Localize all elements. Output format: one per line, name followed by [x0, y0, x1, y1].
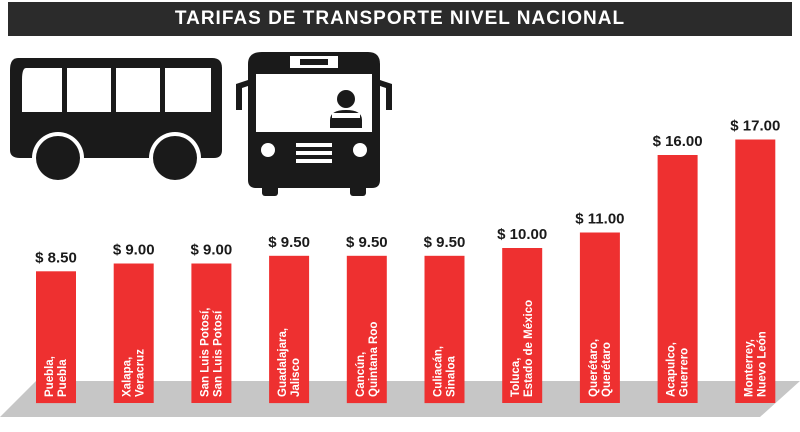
category-label-1: Xalapa,Veracruz — [122, 349, 147, 397]
value-label-1: $ 9.00 — [113, 242, 155, 259]
category-label-line: San Luis Potosí, — [199, 308, 211, 397]
category-label-line: Guadalajara, — [277, 328, 289, 397]
category-label-line: Culiacán, — [433, 346, 445, 397]
category-label-line: Guerrero — [679, 348, 691, 397]
category-label-line: Quintana Roo — [368, 322, 380, 397]
category-label-8: Acapulco,Guerrero — [666, 342, 691, 397]
category-label-9: Monterrey,Nuevo León — [743, 331, 768, 397]
category-label-line: Nuevo León — [756, 331, 768, 397]
value-label-7: $ 11.00 — [575, 211, 624, 228]
category-label-line: Monterrey, — [743, 339, 755, 397]
category-label-3: Guadalajara,Jalisco — [277, 328, 302, 397]
category-label-line: Puebla — [57, 359, 69, 397]
category-label-7: Querétaro,Querétaro — [588, 339, 613, 397]
category-label-6: Toluca,Estado de México — [510, 300, 535, 397]
category-label-line: Querétaro, — [588, 339, 600, 397]
bar-9 — [735, 139, 776, 403]
category-label-line: Jalisco — [290, 358, 302, 397]
category-label-5: Culiacán,Sinaloa — [433, 346, 458, 397]
category-label-line: San Luis Potosí — [212, 310, 224, 397]
category-label-line: Xalapa, — [122, 357, 134, 397]
bar-2 — [191, 263, 232, 403]
bus-side-icon — [10, 58, 222, 184]
category-label-line: Veracruz — [135, 349, 147, 397]
chart-title: TARIFAS DE TRANSPORTE NIVEL NACIONAL — [174, 8, 626, 29]
title-bar: TARIFAS DE TRANSPORTE NIVEL NACIONAL — [8, 2, 792, 36]
bar-1 — [113, 263, 154, 403]
category-label-line: Sinaloa — [446, 355, 458, 397]
value-label-0: $ 8.50 — [35, 249, 77, 266]
category-label-line: Cancún, — [355, 352, 367, 397]
value-label-4: $ 9.50 — [346, 234, 388, 251]
category-label-line: Toluca, — [510, 358, 522, 397]
category-label-4: Cancún,Quintana Roo — [355, 322, 380, 397]
bar-3 — [269, 255, 310, 404]
category-label-line: Acapulco, — [666, 342, 678, 397]
bar-6 — [502, 248, 543, 403]
category-label-line: Puebla, — [44, 356, 56, 397]
bar-8 — [657, 155, 698, 403]
bar-0 — [36, 271, 76, 404]
value-label-8: $ 16.00 — [653, 133, 703, 150]
value-label-3: $ 9.50 — [268, 234, 310, 251]
bar-5 — [424, 255, 465, 404]
category-label-line: Estado de México — [523, 300, 535, 397]
value-label-9: $ 17.00 — [730, 118, 780, 135]
bar-7 — [579, 232, 620, 403]
category-label-0: Puebla,Puebla — [44, 356, 69, 397]
category-label-line: Querétaro — [601, 342, 613, 397]
bar-4 — [346, 255, 387, 404]
value-label-5: $ 9.50 — [424, 234, 466, 251]
bus-front-icon — [236, 52, 392, 196]
category-label-2: San Luis Potosí,San Luis Potosí — [199, 308, 224, 397]
value-label-2: $ 9.00 — [191, 242, 233, 259]
value-label-6: $ 10.00 — [497, 226, 547, 243]
